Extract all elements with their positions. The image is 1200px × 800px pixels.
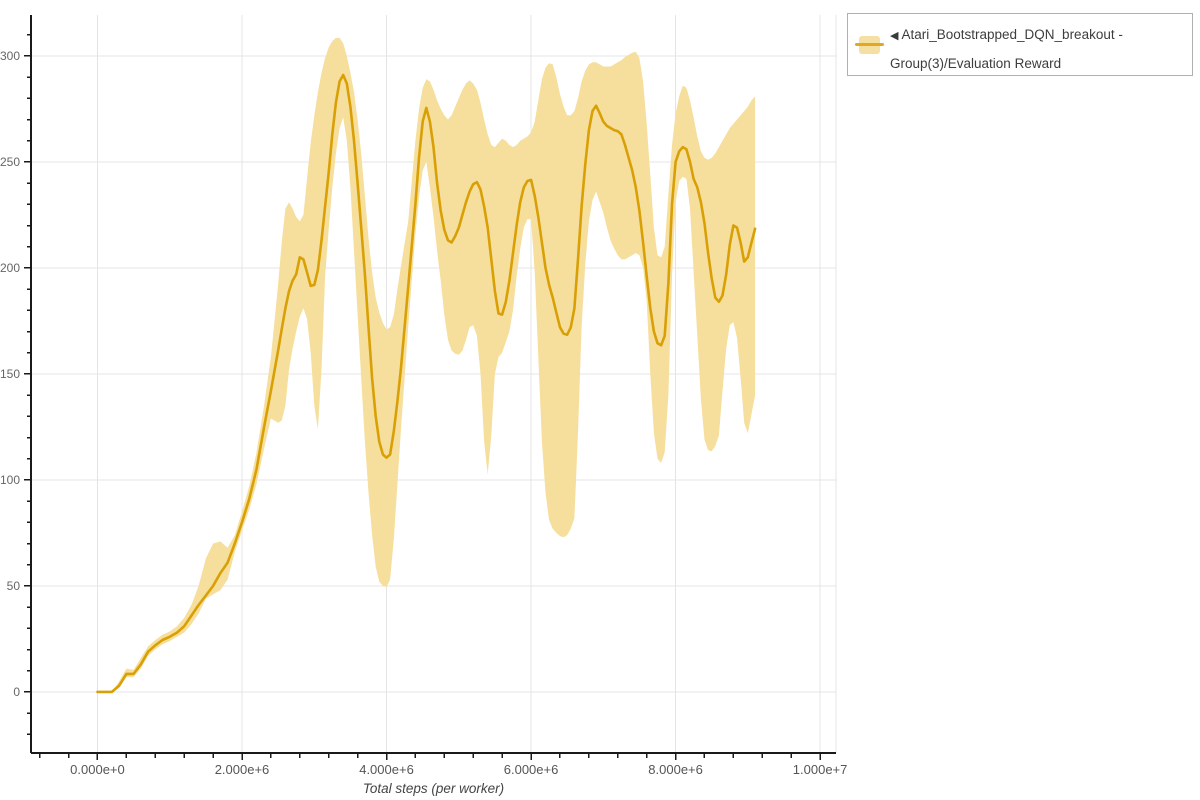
svg-text:4.000e+6: 4.000e+6 — [359, 762, 414, 777]
legend-series-label: Atari_Bootstrapped_DQN_breakout - Group(… — [890, 27, 1123, 71]
svg-text:250: 250 — [0, 155, 20, 169]
x-axis-title: Total steps (per worker) — [362, 781, 505, 796]
swatch-line-icon — [855, 43, 884, 46]
svg-text:0.000e+0: 0.000e+0 — [70, 762, 125, 777]
y-tick-labels: 0 50 100 150 200 250 300 — [0, 49, 20, 699]
svg-text:8.000e+6: 8.000e+6 — [648, 762, 703, 777]
legend-entry: ◀ Atari_Bootstrapped_DQN_breakout - Group… — [890, 21, 1183, 77]
series-mean-line — [96, 73, 757, 694]
svg-text:2.000e+6: 2.000e+6 — [215, 762, 270, 777]
svg-text:1.000e+7: 1.000e+7 — [793, 762, 848, 777]
svg-text:200: 200 — [0, 261, 20, 275]
svg-text:150: 150 — [0, 367, 20, 381]
series-color-swatch-icon — [855, 36, 884, 54]
svg-text:100: 100 — [0, 473, 20, 487]
svg-text:300: 300 — [0, 49, 20, 63]
svg-text:6.000e+6: 6.000e+6 — [504, 762, 559, 777]
tick-marks — [24, 33, 821, 760]
series-band — [97, 37, 756, 692]
collapse-legend-icon[interactable]: ◀ — [890, 30, 899, 42]
svg-text:0: 0 — [13, 685, 20, 699]
x-tick-labels: 0.000e+0 2.000e+6 4.000e+6 6.000e+6 8.000e+6… — [70, 762, 847, 777]
legend[interactable]: ◀ Atari_Bootstrapped_DQN_breakout - Group… — [847, 13, 1193, 76]
axes — [30, 15, 836, 754]
svg-text:50: 50 — [7, 579, 21, 593]
